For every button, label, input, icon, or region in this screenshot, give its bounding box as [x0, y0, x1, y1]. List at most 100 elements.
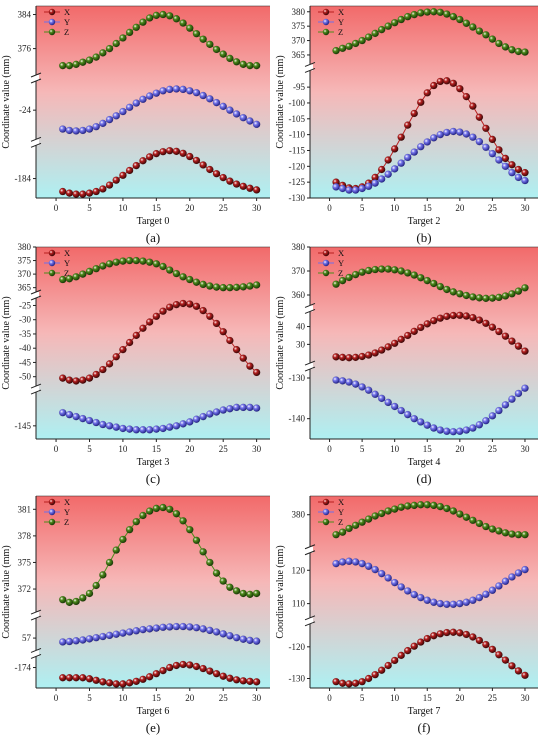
data-point-z — [358, 36, 366, 45]
data-point-x — [226, 336, 234, 345]
y-tick-label: -50 — [19, 372, 31, 382]
data-point-x — [226, 674, 234, 683]
y-tick-label: -174 — [15, 663, 32, 673]
legend-swatch-marker — [48, 18, 56, 26]
data-point-x — [338, 679, 347, 688]
data-point-x — [482, 319, 490, 328]
y-tick-label: 376 — [18, 44, 32, 54]
data-point-z — [338, 276, 347, 285]
data-point-y — [488, 586, 497, 595]
data-point-x — [488, 135, 497, 144]
data-point-z — [377, 25, 386, 34]
data-point-x — [351, 679, 360, 688]
data-point-z — [192, 536, 201, 545]
data-point-x — [495, 327, 503, 336]
data-point-z — [72, 60, 80, 69]
x-tick-label: 0 — [54, 693, 59, 703]
legend-swatch-marker — [322, 249, 330, 257]
data-point-y — [105, 421, 114, 430]
data-point-x — [145, 153, 154, 161]
data-point-z — [449, 507, 458, 515]
data-point-x — [410, 642, 419, 651]
data-point-x — [358, 352, 366, 361]
data-point-y — [508, 395, 516, 404]
data-point-x — [501, 154, 510, 163]
x-tick-label: 20 — [455, 444, 465, 454]
data-point-x — [112, 680, 121, 688]
data-point-x — [199, 161, 207, 169]
x-tick-label: 10 — [118, 203, 128, 213]
data-point-z — [72, 597, 80, 606]
data-point-z — [345, 42, 353, 51]
data-point-z — [199, 547, 207, 556]
data-point-x — [119, 171, 127, 180]
legend-label: Y — [64, 507, 70, 517]
data-point-z — [358, 518, 366, 527]
x-tick-label: 10 — [118, 444, 128, 454]
data-point-y — [345, 186, 353, 194]
x-tick-label: 5 — [360, 693, 365, 703]
x-tick-label: 30 — [252, 203, 262, 213]
data-point-x — [384, 343, 393, 351]
axis-break-gap — [307, 617, 313, 624]
data-point-x — [105, 360, 114, 368]
data-point-z — [212, 283, 221, 291]
data-point-y — [219, 102, 228, 111]
data-point-x — [462, 312, 471, 320]
data-point-x — [139, 156, 147, 165]
data-point-x — [521, 347, 529, 355]
data-point-z — [152, 504, 161, 513]
panel-label: (a) — [146, 230, 160, 245]
axis-break-gap — [33, 75, 39, 81]
data-point-x — [455, 84, 464, 93]
x-tick-label: 15 — [423, 693, 433, 703]
legend-swatch-marker — [322, 508, 330, 516]
data-point-y — [179, 85, 187, 94]
data-point-x — [442, 628, 451, 637]
data-point-y — [338, 184, 347, 193]
axis-break-gap — [33, 292, 39, 298]
axis-break-mark — [304, 544, 316, 550]
data-point-x — [165, 303, 174, 312]
axis-break-mark — [304, 550, 316, 556]
x-axis-label: Target 3 — [137, 457, 170, 468]
legend-swatch-marker — [322, 518, 330, 526]
data-point-x — [232, 345, 241, 354]
x-axis-label: Target 2 — [408, 216, 441, 227]
x-tick-label: 5 — [87, 203, 92, 213]
legend-label: Z — [338, 268, 343, 278]
data-point-x — [125, 338, 134, 347]
data-point-z — [338, 528, 347, 537]
data-point-y — [58, 638, 67, 646]
data-point-x — [92, 187, 101, 196]
data-point-z — [442, 504, 451, 513]
data-point-y — [442, 600, 451, 609]
data-point-z — [99, 49, 107, 57]
axis-break-mark — [304, 61, 316, 67]
data-point-x — [252, 678, 261, 686]
data-point-z — [185, 525, 194, 534]
data-point-x — [429, 81, 438, 90]
data-point-y — [252, 404, 261, 412]
data-point-x — [92, 370, 101, 379]
data-point-y — [165, 423, 174, 432]
data-point-z — [219, 283, 228, 292]
data-point-y — [364, 182, 373, 191]
y-tick-label: -130 — [289, 373, 306, 383]
y-tick-label: -105 — [289, 114, 306, 124]
data-point-y — [410, 590, 419, 599]
x-tick-label: 30 — [520, 203, 530, 213]
data-point-z — [252, 281, 261, 289]
y-tick-label: 384 — [18, 10, 32, 20]
y-tick-label: -25 — [19, 300, 31, 310]
data-point-x — [469, 313, 477, 322]
data-point-z — [205, 558, 214, 567]
data-point-y — [105, 115, 114, 124]
data-point-y — [514, 173, 523, 182]
data-point-z — [239, 60, 248, 69]
data-point-x — [172, 147, 181, 156]
data-point-y — [72, 412, 80, 421]
data-point-x — [125, 166, 134, 175]
data-point-x — [377, 346, 386, 354]
data-point-y — [125, 628, 134, 636]
